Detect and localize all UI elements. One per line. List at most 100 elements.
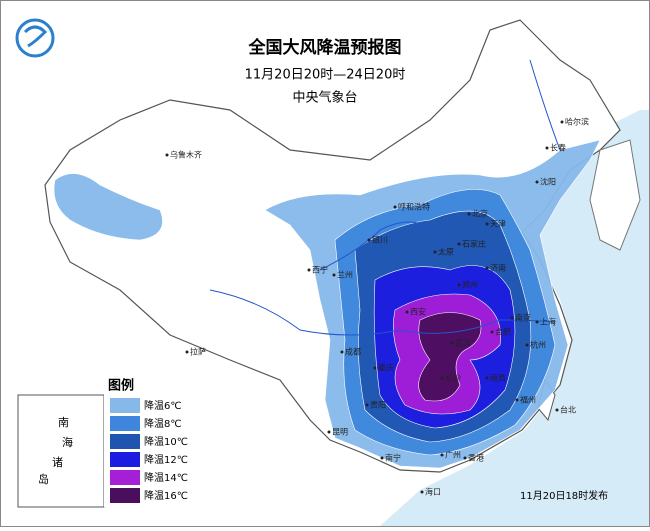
- city-dot: [457, 242, 461, 246]
- city-dot: [535, 180, 539, 184]
- city-label: 乌鲁木齐: [170, 150, 202, 160]
- city-dot: [327, 430, 331, 434]
- legend-label: 降温10℃: [144, 435, 188, 448]
- city-label: 呼和浩特: [398, 202, 430, 212]
- city-dot: [373, 366, 377, 370]
- city-dot: [332, 273, 336, 277]
- city-label: 成都: [345, 347, 361, 357]
- city-label: 石家庄: [462, 239, 486, 249]
- legend-label: 降温8℃: [144, 417, 182, 430]
- city-label: 合肥: [495, 327, 511, 337]
- city-label: 海口: [425, 487, 441, 497]
- city-label: 昆明: [332, 428, 348, 437]
- release-note: 11月20日18时发布: [520, 489, 608, 502]
- city-label: 香港: [468, 453, 484, 463]
- city-label: 拉萨: [190, 347, 206, 357]
- city-label: 太原: [438, 247, 454, 257]
- inset-label: 岛: [38, 472, 49, 486]
- issuer: 中央气象台: [292, 90, 357, 106]
- city-label: 武汉: [455, 338, 471, 348]
- city-label: 西安: [410, 307, 426, 317]
- city-label: 杭州: [530, 340, 546, 350]
- inset-label: 海: [62, 435, 73, 449]
- city-dot: [485, 222, 489, 226]
- city-dot: [307, 268, 311, 272]
- city-dot: [185, 350, 189, 354]
- city-label: 沈阳: [540, 177, 556, 187]
- legend-label: 降温16℃: [144, 489, 188, 502]
- logo: [15, 18, 55, 58]
- legend-swatch: [110, 452, 140, 467]
- legend-label: 降温12℃: [144, 453, 188, 466]
- inset-frame: [17, 394, 105, 508]
- city-label: 南宁: [385, 453, 401, 463]
- legend-swatch: [110, 398, 140, 413]
- yellow-river: [319, 221, 511, 271]
- city-dot: [515, 398, 519, 402]
- rivers: [209, 59, 561, 336]
- legend-swatch: [110, 470, 140, 485]
- city-dot: [165, 153, 169, 157]
- city-dot: [405, 310, 409, 314]
- city-dot: [440, 376, 444, 380]
- city-label: 郑州: [462, 280, 478, 290]
- cooling-zones: [53, 139, 601, 469]
- city-dot: [560, 120, 564, 124]
- city-label: 西宁: [312, 265, 328, 275]
- city-label: 南京: [515, 313, 531, 323]
- city-dot: [420, 490, 424, 494]
- legend-title: 图例: [108, 378, 134, 394]
- inset-label: 诸: [52, 456, 63, 469]
- legend: 图例 降温6℃ 降温8℃ 降温10℃ 降温12℃ 降温14℃ 降温16℃: [104, 378, 216, 507]
- city-label: 台北: [560, 405, 576, 415]
- city-dot: [463, 456, 467, 460]
- city-dot: [393, 205, 397, 209]
- city-dot: [535, 320, 539, 324]
- city-dot: [367, 238, 371, 242]
- city-label: 哈尔滨: [565, 117, 589, 127]
- city-dot: [485, 376, 489, 380]
- legend-swatch: [110, 434, 140, 449]
- city-dot: [433, 250, 437, 254]
- city-label: 贵阳: [370, 400, 386, 410]
- city-label: 兰州: [337, 270, 353, 280]
- legend-swatch: [110, 416, 140, 431]
- city-label: 银川: [372, 235, 388, 245]
- city-dot: [380, 456, 384, 460]
- city-label: 长春: [550, 143, 566, 153]
- city-dot: [365, 403, 369, 407]
- city-label: 上海: [540, 317, 556, 327]
- city-dot: [467, 212, 471, 216]
- city-dot: [457, 283, 461, 287]
- logo-mark: [23, 25, 48, 48]
- sea: [380, 110, 649, 526]
- legend-label: 降温14℃: [144, 471, 188, 484]
- city-dot: [490, 330, 494, 334]
- city-dot: [545, 146, 549, 150]
- subtitle: 11月20日20时—24日20时: [245, 68, 406, 83]
- city-dot: [525, 343, 529, 347]
- cooling-zone: [418, 312, 482, 402]
- legend-label: 降温6℃: [144, 399, 182, 412]
- korea-japan: [589, 139, 641, 251]
- title: 全国大风降温预报图: [248, 37, 402, 58]
- city-dot: [510, 316, 514, 320]
- city-dot: [440, 453, 444, 457]
- city-label: 北京: [472, 209, 488, 219]
- city-label: 福州: [520, 396, 536, 405]
- city-label: 重庆: [378, 363, 394, 373]
- city-label: 长沙: [445, 373, 461, 383]
- yangtze: [209, 289, 556, 336]
- inset-label: 南: [58, 416, 69, 429]
- city-dot: [450, 341, 454, 345]
- city-dot: [555, 408, 559, 412]
- city-dot: [340, 350, 344, 354]
- city-label: 天津: [490, 219, 506, 229]
- heilong-river: [529, 59, 561, 151]
- city-dot: [485, 266, 489, 270]
- city-label: 广州: [445, 450, 461, 460]
- city-label: 南昌: [490, 373, 506, 383]
- cooling-zone: [53, 173, 163, 241]
- city-label: 济南: [490, 263, 506, 273]
